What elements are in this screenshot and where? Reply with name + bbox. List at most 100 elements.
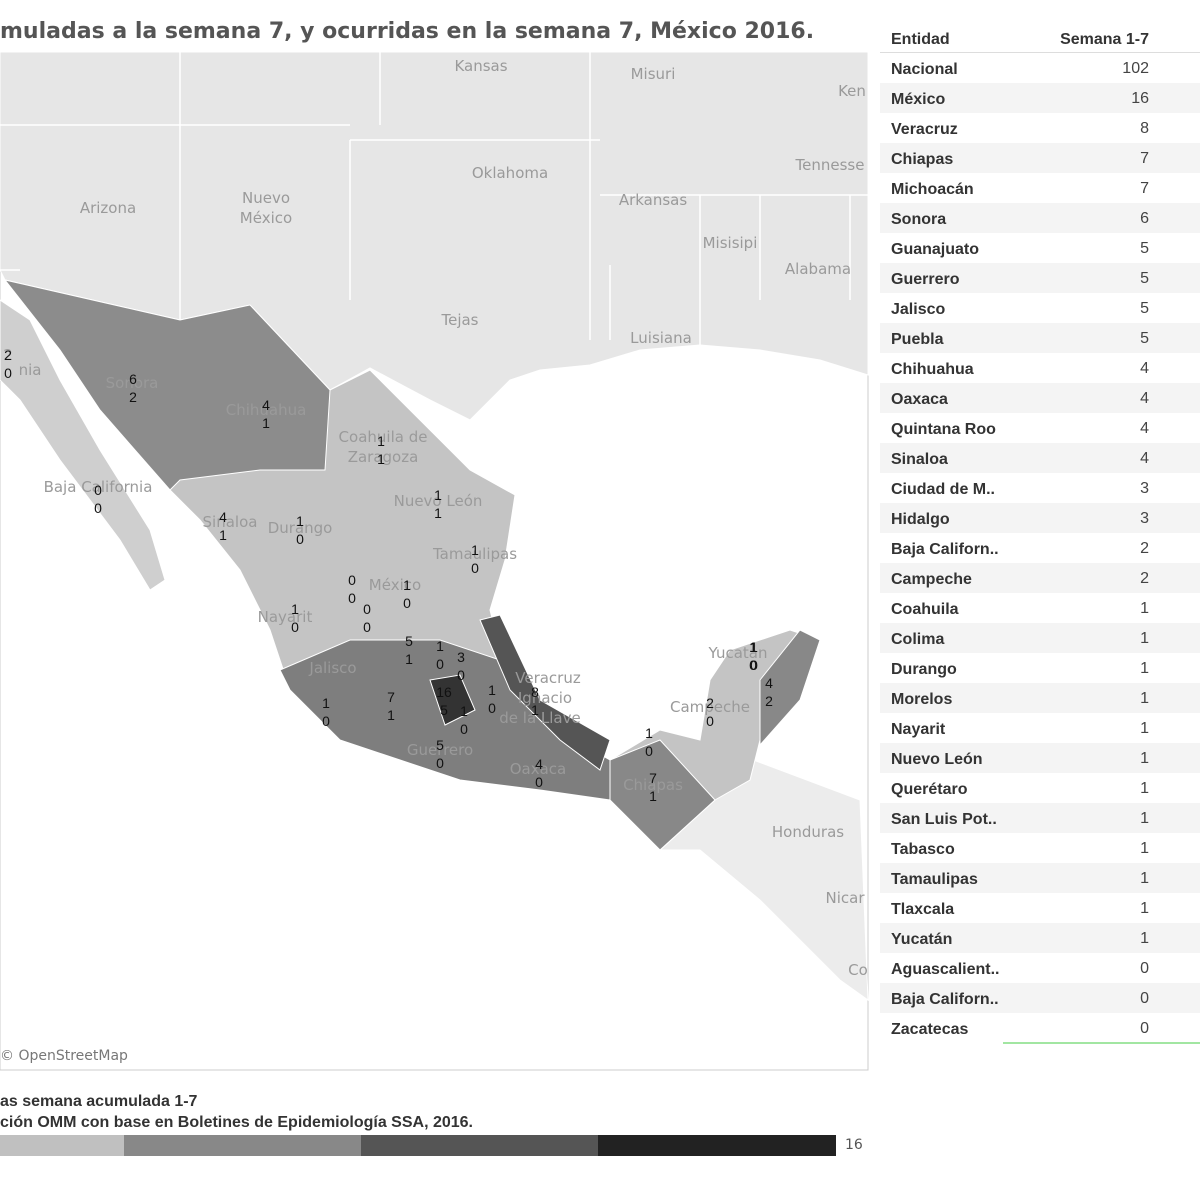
- map-count: 0: [4, 365, 12, 381]
- map-count: 1: [377, 433, 385, 449]
- table-rule: [880, 52, 1200, 53]
- entity-value: 8: [1140, 120, 1149, 137]
- map-count: 6: [129, 371, 137, 387]
- map-label: Sonora: [106, 374, 159, 392]
- entity-name: Chihuahua: [891, 361, 974, 378]
- map-label: Tejas: [440, 311, 478, 329]
- entity-name: Yucatán: [891, 931, 952, 948]
- map-count: 0: [348, 572, 356, 588]
- entity-value: 0: [1140, 960, 1149, 977]
- entity-value: 1: [1140, 900, 1149, 917]
- entity-name: Quintana Roo: [891, 421, 996, 438]
- entity-name: Campeche: [891, 571, 972, 588]
- map-label: México: [369, 576, 421, 594]
- map-label: Coahuila de: [339, 428, 428, 446]
- map-count: 0: [403, 595, 411, 611]
- map-count: 2: [4, 347, 12, 363]
- entity-name: Nayarit: [891, 721, 946, 738]
- entity-value: 4: [1140, 360, 1149, 377]
- entity-name: Querétaro: [891, 781, 968, 798]
- map-count: 2: [129, 389, 137, 405]
- legend-max: 16: [845, 1137, 863, 1153]
- region-qroo: [759, 629, 821, 747]
- map-count: 0: [706, 713, 714, 729]
- map-count: 0: [436, 656, 444, 672]
- row-band: [880, 623, 1200, 653]
- entity-value: 1: [1140, 810, 1149, 827]
- entity-name: Baja Californ..: [891, 991, 999, 1008]
- map-label: de la Llave: [499, 709, 580, 727]
- map-count: 1: [471, 542, 479, 558]
- footer-line: as semana acumulada 1-7: [0, 1093, 198, 1110]
- entity-value: 1: [1140, 870, 1149, 887]
- entity-value: 5: [1140, 330, 1149, 347]
- map-count: 5: [436, 737, 444, 753]
- map-count: 1: [434, 487, 442, 503]
- entity-value: 1: [1140, 660, 1149, 677]
- map-count: 1: [377, 451, 385, 467]
- column-header: Semana 1-7: [1060, 31, 1149, 48]
- map: © OpenStreetMap: [0, 51, 869, 1071]
- entity-name: San Luis Pot..: [891, 811, 997, 828]
- entity-value: 5: [1140, 300, 1149, 317]
- legend-step: [598, 1135, 836, 1156]
- row-band: [880, 143, 1200, 173]
- entity-value: 2: [1140, 540, 1149, 557]
- entity-name: Oaxaca: [891, 391, 948, 408]
- map-count: 4: [765, 675, 773, 691]
- map-count: 0: [460, 721, 468, 737]
- row-band: [880, 923, 1200, 953]
- entity-name: Chiapas: [891, 151, 953, 168]
- map-label: nia: [19, 361, 42, 379]
- map-count: 8: [531, 684, 539, 700]
- row-band: [880, 203, 1200, 233]
- map-label: Baja California: [44, 478, 153, 496]
- baja: [0, 299, 166, 591]
- row-band: [880, 983, 1200, 1013]
- map-label: Nayarit: [258, 608, 313, 626]
- entity-value: 6: [1140, 210, 1149, 227]
- entity-value: 0: [1140, 990, 1149, 1007]
- map-count: 5: [440, 702, 448, 718]
- map-count: 4: [262, 397, 270, 413]
- footer-line: ción OMM con base en Boletines de Epidem…: [0, 1114, 473, 1131]
- entity-name: Hidalgo: [891, 511, 950, 528]
- map-label: Chihuahua: [226, 401, 307, 419]
- row-band: [880, 263, 1200, 293]
- entity-name: Colima: [891, 631, 944, 648]
- entity-value: 5: [1140, 240, 1149, 257]
- map-label: Tamaulipas: [432, 545, 517, 563]
- region-mexico: [429, 674, 476, 726]
- entity-name: Aguascalient..: [891, 961, 999, 978]
- entity-name: Nuevo León: [891, 751, 983, 768]
- map-count: 0: [457, 667, 465, 683]
- entity-name: Jalisco: [891, 301, 945, 318]
- map-label: Oaxaca: [510, 760, 567, 778]
- entity-name: México: [891, 91, 945, 108]
- region-chiapas: [609, 739, 716, 851]
- map-count: 1: [405, 651, 413, 667]
- map-count: 0: [750, 657, 758, 673]
- map-count: 1: [219, 527, 227, 543]
- entity-name: Durango: [891, 661, 957, 678]
- entity-name: Morelos: [891, 691, 952, 708]
- map-label: Kansas: [454, 57, 507, 75]
- map-count: 1: [460, 703, 468, 719]
- map-label: 2: [3, 346, 13, 364]
- map-label: Ignacio: [518, 689, 572, 707]
- map-count: 0: [94, 482, 102, 498]
- map-count: 0: [363, 619, 371, 635]
- map-count: 0: [488, 700, 496, 716]
- map-count: 4: [219, 509, 227, 525]
- entity-value: 102: [1122, 60, 1149, 77]
- map-label: México: [240, 209, 292, 227]
- row-band: [880, 863, 1200, 893]
- map-count: 1: [291, 601, 299, 617]
- entity-name: Michoacán: [891, 181, 974, 198]
- map-count: 0: [535, 774, 543, 790]
- map-label: Luisiana: [630, 329, 692, 347]
- entity-value: 3: [1140, 480, 1149, 497]
- column-header: Entidad: [891, 31, 950, 48]
